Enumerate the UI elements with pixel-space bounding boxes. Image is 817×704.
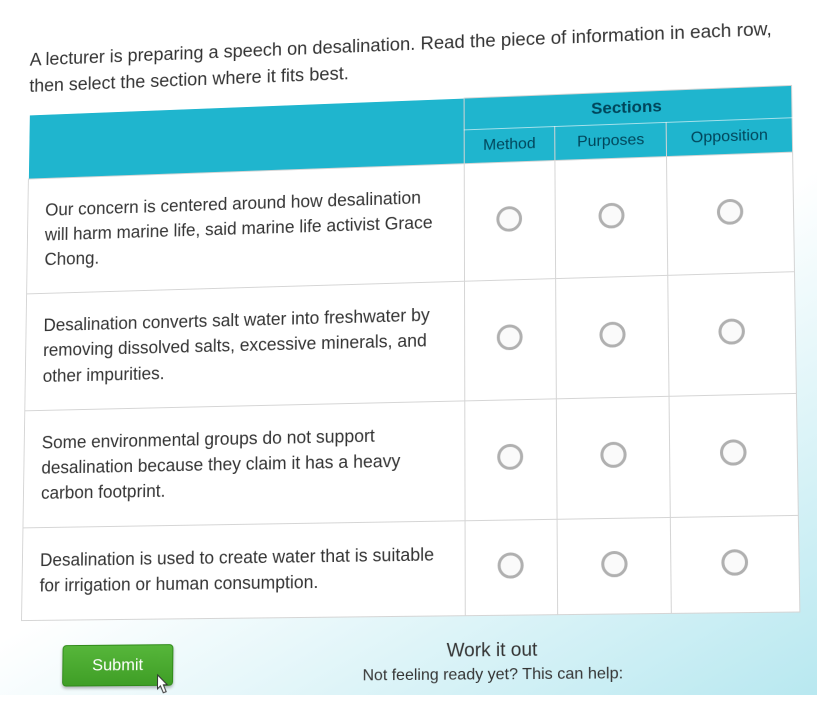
radio-method[interactable] (497, 206, 523, 232)
radio-method[interactable] (497, 324, 523, 350)
column-header-opposition: Opposition (666, 118, 792, 157)
table-row: Some environmental groups do not support… (23, 393, 798, 528)
radio-opposition[interactable] (721, 549, 748, 576)
footer-row: Submit Work it out Not feeling ready yet… (20, 637, 802, 688)
not-ready-text: Not feeling ready yet? This can help: (212, 664, 781, 687)
submit-button[interactable]: Submit (62, 644, 173, 686)
radio-purposes[interactable] (598, 202, 624, 228)
submit-label: Submit (92, 655, 143, 674)
radio-opposition[interactable] (720, 439, 747, 466)
statement-cell: Desalination is used to create water tha… (22, 521, 465, 621)
column-header-method: Method (464, 127, 555, 164)
radio-opposition[interactable] (718, 318, 745, 345)
help-block: Work it out Not feeling ready yet? This … (212, 637, 781, 686)
statement-cell: Desalination converts salt water into fr… (25, 282, 465, 411)
question-page: A lecturer is preparing a speech on desa… (10, 0, 817, 688)
work-it-out-text: Work it out (212, 637, 780, 664)
column-header-purposes: Purposes (555, 122, 667, 160)
statement-cell: Some environmental groups do not support… (23, 401, 465, 528)
radio-purposes[interactable] (600, 442, 626, 468)
radio-purposes[interactable] (599, 321, 625, 347)
table-row: Desalination is used to create water tha… (22, 515, 800, 620)
radio-method[interactable] (498, 444, 524, 470)
cursor-icon (152, 673, 172, 703)
radio-opposition[interactable] (717, 198, 744, 224)
instructions-text: A lecturer is preparing a speech on desa… (29, 16, 792, 100)
table-row: Desalination converts salt water into fr… (25, 272, 797, 410)
radio-purposes[interactable] (601, 550, 628, 577)
categorization-table: Sections Method Purposes Opposition Our … (21, 85, 800, 621)
statement-cell: Our concern is centered around how desal… (27, 164, 465, 294)
radio-method[interactable] (498, 552, 524, 578)
